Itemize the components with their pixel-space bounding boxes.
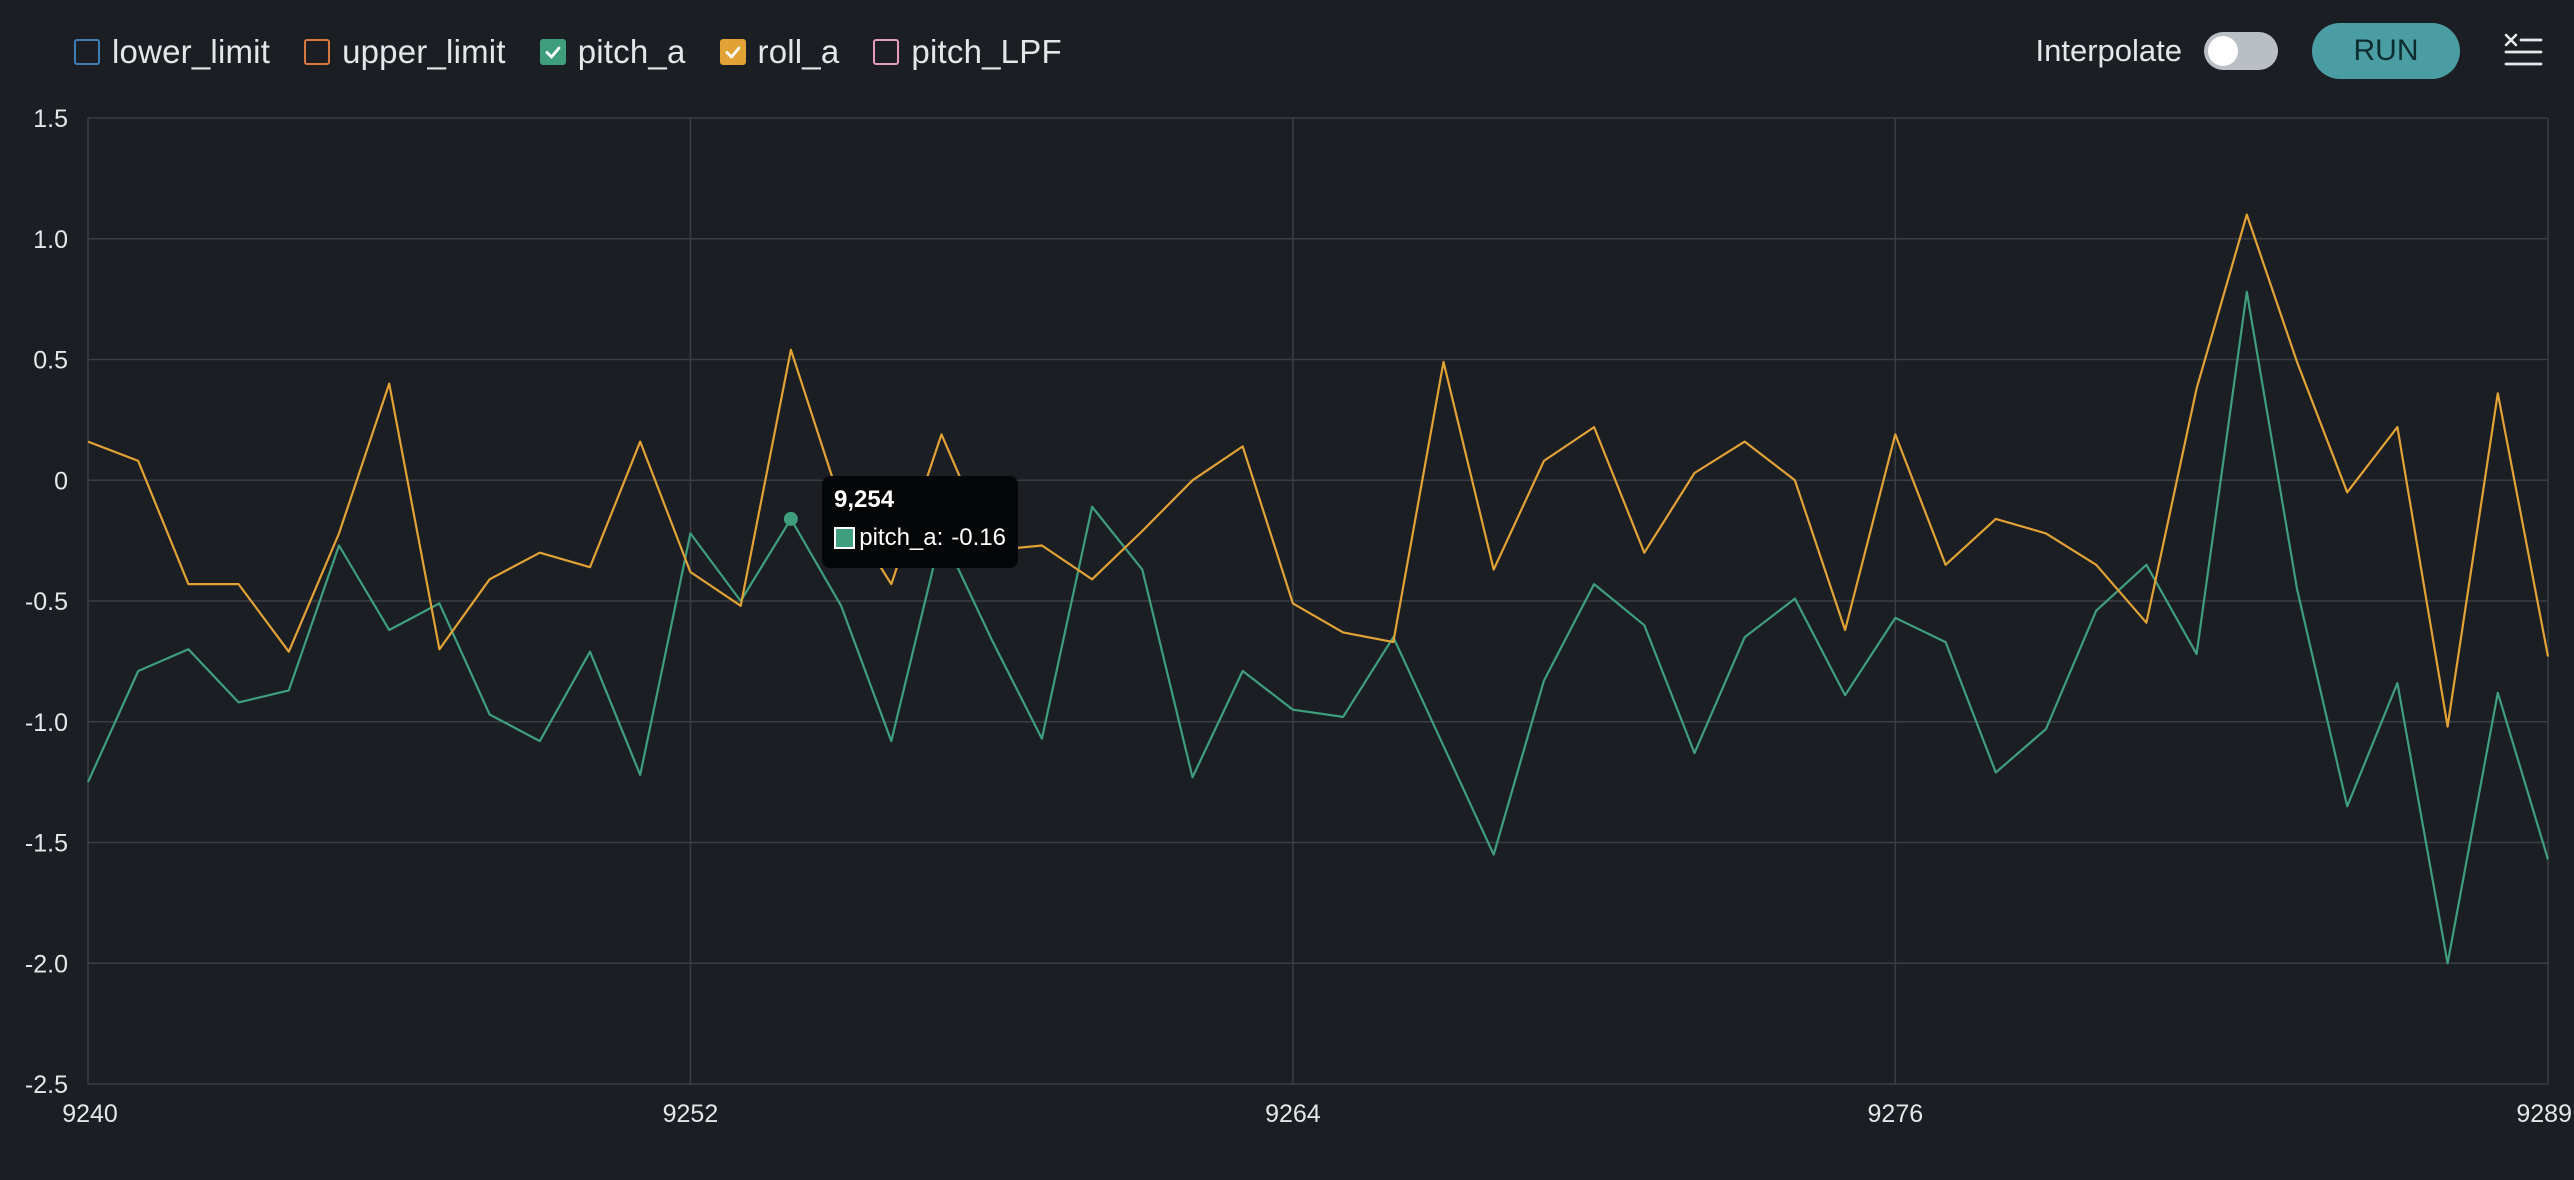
x-tick-label: 9240 [62, 1100, 118, 1128]
checkmark-icon [725, 46, 740, 59]
y-tick-label: -1.5 [25, 830, 68, 858]
checkbox-upper-limit[interactable] [304, 39, 331, 65]
tooltip-title: 9,254 [834, 486, 895, 513]
interpolate-label: Interpolate [2035, 33, 2183, 68]
tooltip-row: pitch_a: -0.16 [834, 524, 1006, 552]
legend-item-pitch-lpf[interactable]: pitch_LPF [873, 33, 1062, 71]
right-controls: Interpolate RUN [2036, 22, 2545, 80]
legend-item-upper-limit[interactable]: upper_limit [304, 33, 506, 71]
tooltip-colon: : [936, 524, 944, 551]
legend-item-pitch-a[interactable]: pitch_a [539, 33, 686, 71]
checkbox-lower-limit[interactable] [74, 39, 100, 65]
y-tick-label: -2.5 [25, 1071, 68, 1099]
toggle-knob [2208, 36, 2238, 66]
legend-label-upper-limit: upper_limit [342, 33, 506, 70]
legend-label-pitch-lpf: pitch_LPF [911, 33, 1062, 70]
highlight-point [783, 511, 798, 526]
x-tick-label: 9276 [1868, 1100, 1924, 1128]
series-line-pitch-a [86, 290, 2550, 965]
series-line-roll-a [87, 213, 2550, 728]
legend-label-roll-a: roll_a [757, 33, 840, 70]
legend-label-lower-limit: lower_limit [112, 33, 271, 70]
checkbox-roll-a[interactable] [719, 39, 746, 65]
x-tick-label: 9264 [1265, 1100, 1321, 1128]
legend-label-pitch-a: pitch_a [577, 33, 686, 70]
tooltip-value: -0.16 [951, 524, 1006, 551]
tooltip: 9,254 pitch_a: -0.16 [822, 476, 1018, 568]
legend: lower_limit upper_limit pitch_a roll_a p… [74, 30, 1096, 74]
x-tick-label: 9252 [663, 1100, 719, 1128]
tooltip-series: pitch_a [859, 524, 937, 551]
interpolate-toggle[interactable] [2204, 32, 2278, 70]
tooltip-swatch [834, 527, 856, 549]
x-tick-label: 9289 [2516, 1100, 2572, 1128]
legend-item-roll-a[interactable]: roll_a [719, 33, 840, 71]
y-tick-label: 1.0 [33, 226, 68, 254]
y-tick-label: 0.5 [33, 347, 68, 375]
y-tick-label: -0.5 [25, 588, 68, 616]
run-button[interactable]: RUN [2312, 23, 2460, 79]
checkmark-icon [545, 46, 561, 59]
y-tick-label: -2.0 [25, 950, 68, 978]
checkbox-pitch-lpf[interactable] [873, 39, 900, 65]
toolbar: lower_limit upper_limit pitch_a roll_a p… [0, 0, 2574, 104]
clear-list-icon[interactable] [2502, 31, 2544, 71]
checkbox-pitch-a[interactable] [539, 39, 566, 65]
legend-item-lower-limit[interactable]: lower_limit [74, 33, 270, 71]
y-tick-label: 1.5 [33, 105, 68, 133]
y-tick-label: -1.0 [25, 709, 68, 737]
y-tick-label: 0 [54, 467, 68, 495]
